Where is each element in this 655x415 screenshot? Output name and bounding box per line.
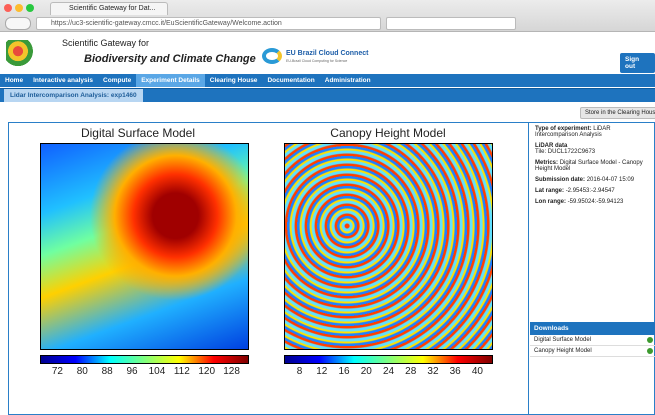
detail-label: Submission date:: [535, 177, 585, 183]
detail-label: Lat range:: [535, 188, 564, 194]
detail-row: Type of experiment: LiDAR Intercompariso…: [535, 126, 649, 138]
close-button[interactable]: [4, 4, 12, 12]
nav-item[interactable]: Experiment Details: [136, 74, 205, 87]
download-item[interactable]: Digital Surface Model: [530, 335, 655, 346]
chm-image: [284, 143, 493, 350]
colorbar-tick-label: 128: [222, 366, 242, 377]
nav-item[interactable]: Home: [0, 74, 28, 87]
partner-tagline: EU-Brazil Cloud Computing for Science: [286, 59, 347, 63]
detail-value: -2.95453:-2.94547: [566, 188, 615, 194]
detail-row: Lon range: -59.95024:-59.94123: [535, 199, 649, 205]
detail-label: Lon range:: [535, 199, 566, 205]
sign-out-button[interactable]: Sign out: [620, 53, 655, 73]
plot-title: Canopy Height Model: [268, 126, 508, 140]
site-title: Scientific Gateway for: [62, 38, 149, 48]
search-box[interactable]: [386, 17, 516, 30]
page: Scientific Gateway for Dat... https://uc…: [0, 0, 655, 415]
download-item[interactable]: Canopy Height Model: [530, 346, 655, 357]
colorbar-tick-label: 28: [401, 366, 421, 377]
colorbar-tick-label: 8: [290, 366, 310, 377]
experiment-tab[interactable]: Lidar Intercomparison Analysis: exp1460: [4, 89, 143, 102]
detail-row: Submission date: 2016-04-07 15:09: [535, 177, 649, 183]
nav-item[interactable]: Interactive analysis: [28, 74, 98, 87]
site-subtitle: Biodiversity and Climate Change: [84, 53, 256, 65]
details-panel: Type of experiment: LiDAR Intercompariso…: [528, 122, 655, 415]
download-icon[interactable]: [647, 337, 653, 343]
colorbar-tick-label: 20: [356, 366, 376, 377]
nav-item[interactable]: Administration: [320, 74, 376, 87]
detail-row: Metrics: Digital Surface Model - Canopy …: [535, 160, 649, 172]
browser-tab[interactable]: Scientific Gateway for Dat...: [50, 2, 168, 15]
detail-value: 2016-04-07 15:09: [587, 177, 634, 183]
colorbar-tick-label: 104: [147, 366, 167, 377]
download-icon[interactable]: [647, 348, 653, 354]
address-bar[interactable]: https://uc3-scientific-gateway.cmcc.it/E…: [36, 17, 381, 30]
colorbar-tick-label: 16: [334, 366, 354, 377]
nav-item[interactable]: Documentation: [262, 74, 319, 87]
colorbar-tick-label: 72: [47, 366, 67, 377]
colorbar-tick-label: 88: [97, 366, 117, 377]
detail-value: -59.95024:-59.94123: [568, 199, 624, 205]
browser-chrome: Scientific Gateway for Dat... https://uc…: [0, 0, 655, 32]
site-logo: [6, 40, 36, 68]
store-button[interactable]: Store in the Clearing House: [580, 107, 655, 119]
detail-row: LiDAR data Tile: DUCL1722C9673: [535, 143, 649, 155]
minimize-button[interactable]: [15, 4, 23, 12]
nav-item[interactable]: Clearing House: [205, 74, 263, 87]
partner-name: EU Brazil Cloud Connect: [286, 50, 368, 57]
colorbar-tick-label: 80: [72, 366, 92, 377]
back-forward[interactable]: [5, 17, 31, 30]
colorbar: [40, 355, 249, 364]
colorbar-tick-label: 112: [172, 366, 192, 377]
zoom-button[interactable]: [26, 4, 34, 12]
colorbar-tick-label: 24: [379, 366, 399, 377]
colorbar-tick-label: 36: [445, 366, 465, 377]
partner-logo: [262, 48, 282, 64]
colorbar-tick-label: 12: [312, 366, 332, 377]
colorbar-tick-label: 40: [467, 366, 487, 377]
nav-item[interactable]: Compute: [98, 74, 136, 87]
detail-row: Lat range: -2.95453:-2.94547: [535, 188, 649, 194]
colorbar: [284, 355, 493, 364]
dsm-image: [40, 143, 249, 350]
colorbar-tick-label: 96: [122, 366, 142, 377]
detail-value: Tile: DUCL1722C9673: [535, 149, 595, 155]
downloads-title: Downloads: [530, 322, 655, 335]
plot-title: Digital Surface Model: [18, 126, 258, 140]
colorbar-tick-label: 32: [423, 366, 443, 377]
colorbar-tick-label: 120: [197, 366, 217, 377]
